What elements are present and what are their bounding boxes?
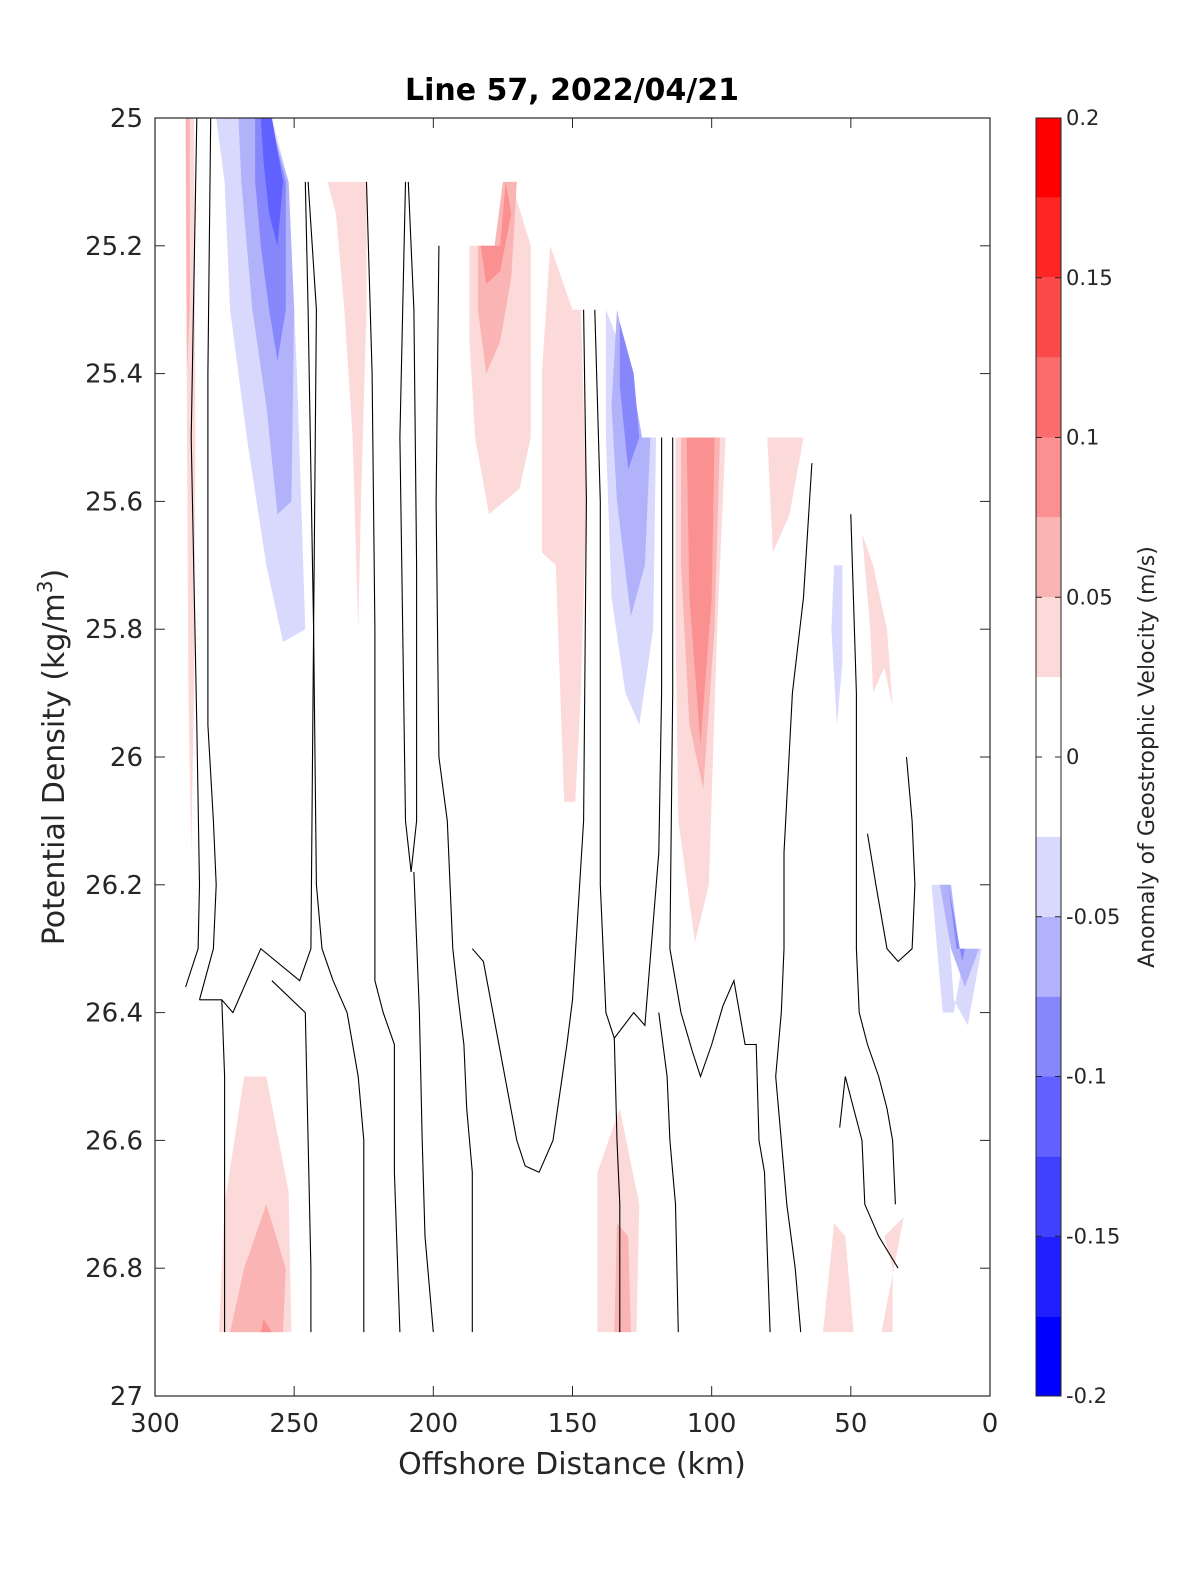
colorbar-band-8 — [1036, 597, 1061, 678]
y-tick-label-1: 25.2 — [85, 232, 143, 262]
colorbar-tick-label-8: 0.2 — [1066, 106, 1099, 130]
contour-line-5 — [332, 980, 365, 1333]
filled-contour-regions — [185, 118, 988, 1333]
contour-line-3 — [221, 999, 226, 1333]
colorbar-label: Anomaly of Geostrophic Velocity (m/s) — [1135, 546, 1160, 968]
colorbar-band-0 — [1036, 1316, 1061, 1396]
colorbar-tick-label-6: 0.1 — [1066, 426, 1099, 450]
y-axis-label: Potential Density (kg/m3) — [33, 569, 72, 945]
velocity-region-33 — [475, 1274, 512, 1333]
colorbar-band-4 — [1036, 996, 1061, 1077]
contour-line-1 — [198, 118, 217, 1000]
colorbar-band-2 — [1036, 1156, 1061, 1237]
colorbar-band-14 — [1036, 118, 1061, 198]
y-tick-label-3: 25.6 — [85, 487, 143, 517]
velocity-region-32 — [260, 1319, 272, 1333]
contour-line-2 — [199, 181, 317, 1014]
y-tick-label-0: 25 — [110, 104, 143, 134]
colorbar-band-11 — [1036, 357, 1061, 438]
colorbar-tick-label-5: 0.05 — [1066, 585, 1113, 609]
velocity-region-1 — [185, 118, 190, 374]
velocity-region-29 — [185, 1121, 200, 1333]
velocity-region-12 — [480, 181, 512, 285]
colorbar-tick-label-0: -0.2 — [1066, 1384, 1107, 1408]
colorbar-band-10 — [1036, 437, 1061, 518]
x-tick-label-3: 150 — [548, 1409, 598, 1439]
colorbar-tick-label-2: -0.1 — [1066, 1065, 1107, 1089]
colorbar-band-12 — [1036, 277, 1061, 358]
y-tick-label-4: 25.8 — [85, 615, 143, 645]
velocity-region-34 — [533, 1255, 567, 1333]
velocity-region-31 — [230, 1204, 286, 1333]
x-axis-label: Offshore Distance (km) — [398, 1447, 746, 1482]
velocity-region-24 — [862, 533, 893, 706]
y-tick-label-6: 26.2 — [85, 871, 143, 901]
contour-line-10 — [435, 245, 473, 1333]
velocity-region-36 — [614, 1223, 631, 1333]
contour-lines — [185, 118, 916, 1333]
contour-line-13 — [613, 1038, 621, 1333]
y-axis-label-superscript: 3 — [33, 580, 57, 593]
y-tick-label-2: 25.4 — [85, 360, 143, 390]
velocity-region-38 — [823, 1223, 854, 1333]
colorbar-band-1 — [1036, 1236, 1061, 1317]
contour-line-17 — [850, 514, 896, 1205]
colorbar-band-13 — [1036, 197, 1061, 278]
x-tick-label-0: 300 — [130, 1409, 180, 1439]
velocity-region-39 — [881, 1217, 904, 1333]
y-tick-label-8: 26.6 — [85, 1126, 143, 1156]
velocity-region-17 — [619, 322, 640, 470]
y-tick-label-7: 26.4 — [85, 999, 143, 1029]
velocity-region-26 — [931, 884, 982, 1026]
contour-line-8 — [399, 181, 418, 873]
y-tick-label-10: 27 — [110, 1382, 143, 1412]
velocity-region-21 — [767, 437, 804, 553]
contour-line-18 — [839, 1076, 899, 1269]
y-axis-label-close: ) — [37, 569, 72, 581]
contour-line-19 — [866, 756, 916, 963]
contour-line-0 — [185, 118, 201, 988]
colorbar-tick-label-4: 0 — [1066, 745, 1079, 769]
x-tick-label-4: 100 — [687, 1409, 737, 1439]
contour-line-9 — [413, 871, 434, 1333]
velocity-region-23 — [831, 565, 843, 725]
velocity-region-8 — [372, 181, 400, 278]
contour-line-16 — [775, 463, 813, 1333]
contour-line-15 — [669, 437, 771, 1333]
velocity-region-37 — [675, 1191, 720, 1333]
velocity-region-6 — [260, 118, 283, 246]
velocity-region-7 — [327, 181, 367, 630]
velocity-region-27 — [939, 884, 979, 987]
chart-title: Line 57, 2022/04/21 — [405, 73, 739, 108]
y-tick-label-5: 26 — [110, 743, 143, 773]
contour-line-14 — [658, 1012, 679, 1333]
y-axis-ticks: 25 25.2 25.4 25.6 25.8 26 26.2 26.4 26.6 26.8 27 — [85, 104, 990, 1412]
x-tick-label-5: 50 — [834, 1409, 867, 1439]
colorbar-band-9 — [1036, 517, 1061, 598]
velocity-region-13 — [541, 245, 587, 802]
colorbar-band-6 — [1036, 836, 1061, 917]
velocity-region-28 — [948, 884, 965, 962]
colorbar-tick-label-1: -0.15 — [1066, 1224, 1120, 1248]
contour-line-6 — [271, 980, 312, 1333]
x-tick-label-6: 0 — [982, 1409, 999, 1439]
velocity-region-20 — [686, 437, 715, 745]
velocity-region-9 — [419, 181, 439, 361]
x-tick-label-1: 250 — [269, 1409, 319, 1439]
colorbar-tick-label-7: 0.15 — [1066, 266, 1113, 290]
colorbar: -0.2 -0.15 -0.1 -0.05 0 0.05 0.1 0.15 0.2 — [1035, 106, 1120, 1408]
contour-line-7 — [365, 181, 401, 1333]
y-axis-label-main: Potential Density (kg/m — [37, 593, 72, 945]
y-tick-label-9: 26.8 — [85, 1254, 143, 1284]
colorbar-band-3 — [1036, 1076, 1061, 1157]
colorbar-tick-label-3: -0.05 — [1066, 905, 1120, 929]
contour-line-4 — [304, 181, 334, 981]
x-axis-ticks: 300 250 200 150 100 50 0 — [130, 118, 998, 1439]
contour-line-12 — [594, 309, 663, 1040]
contour-line-11 — [471, 309, 587, 1174]
colorbar-band-5 — [1036, 916, 1061, 997]
x-tick-label-2: 200 — [409, 1409, 459, 1439]
